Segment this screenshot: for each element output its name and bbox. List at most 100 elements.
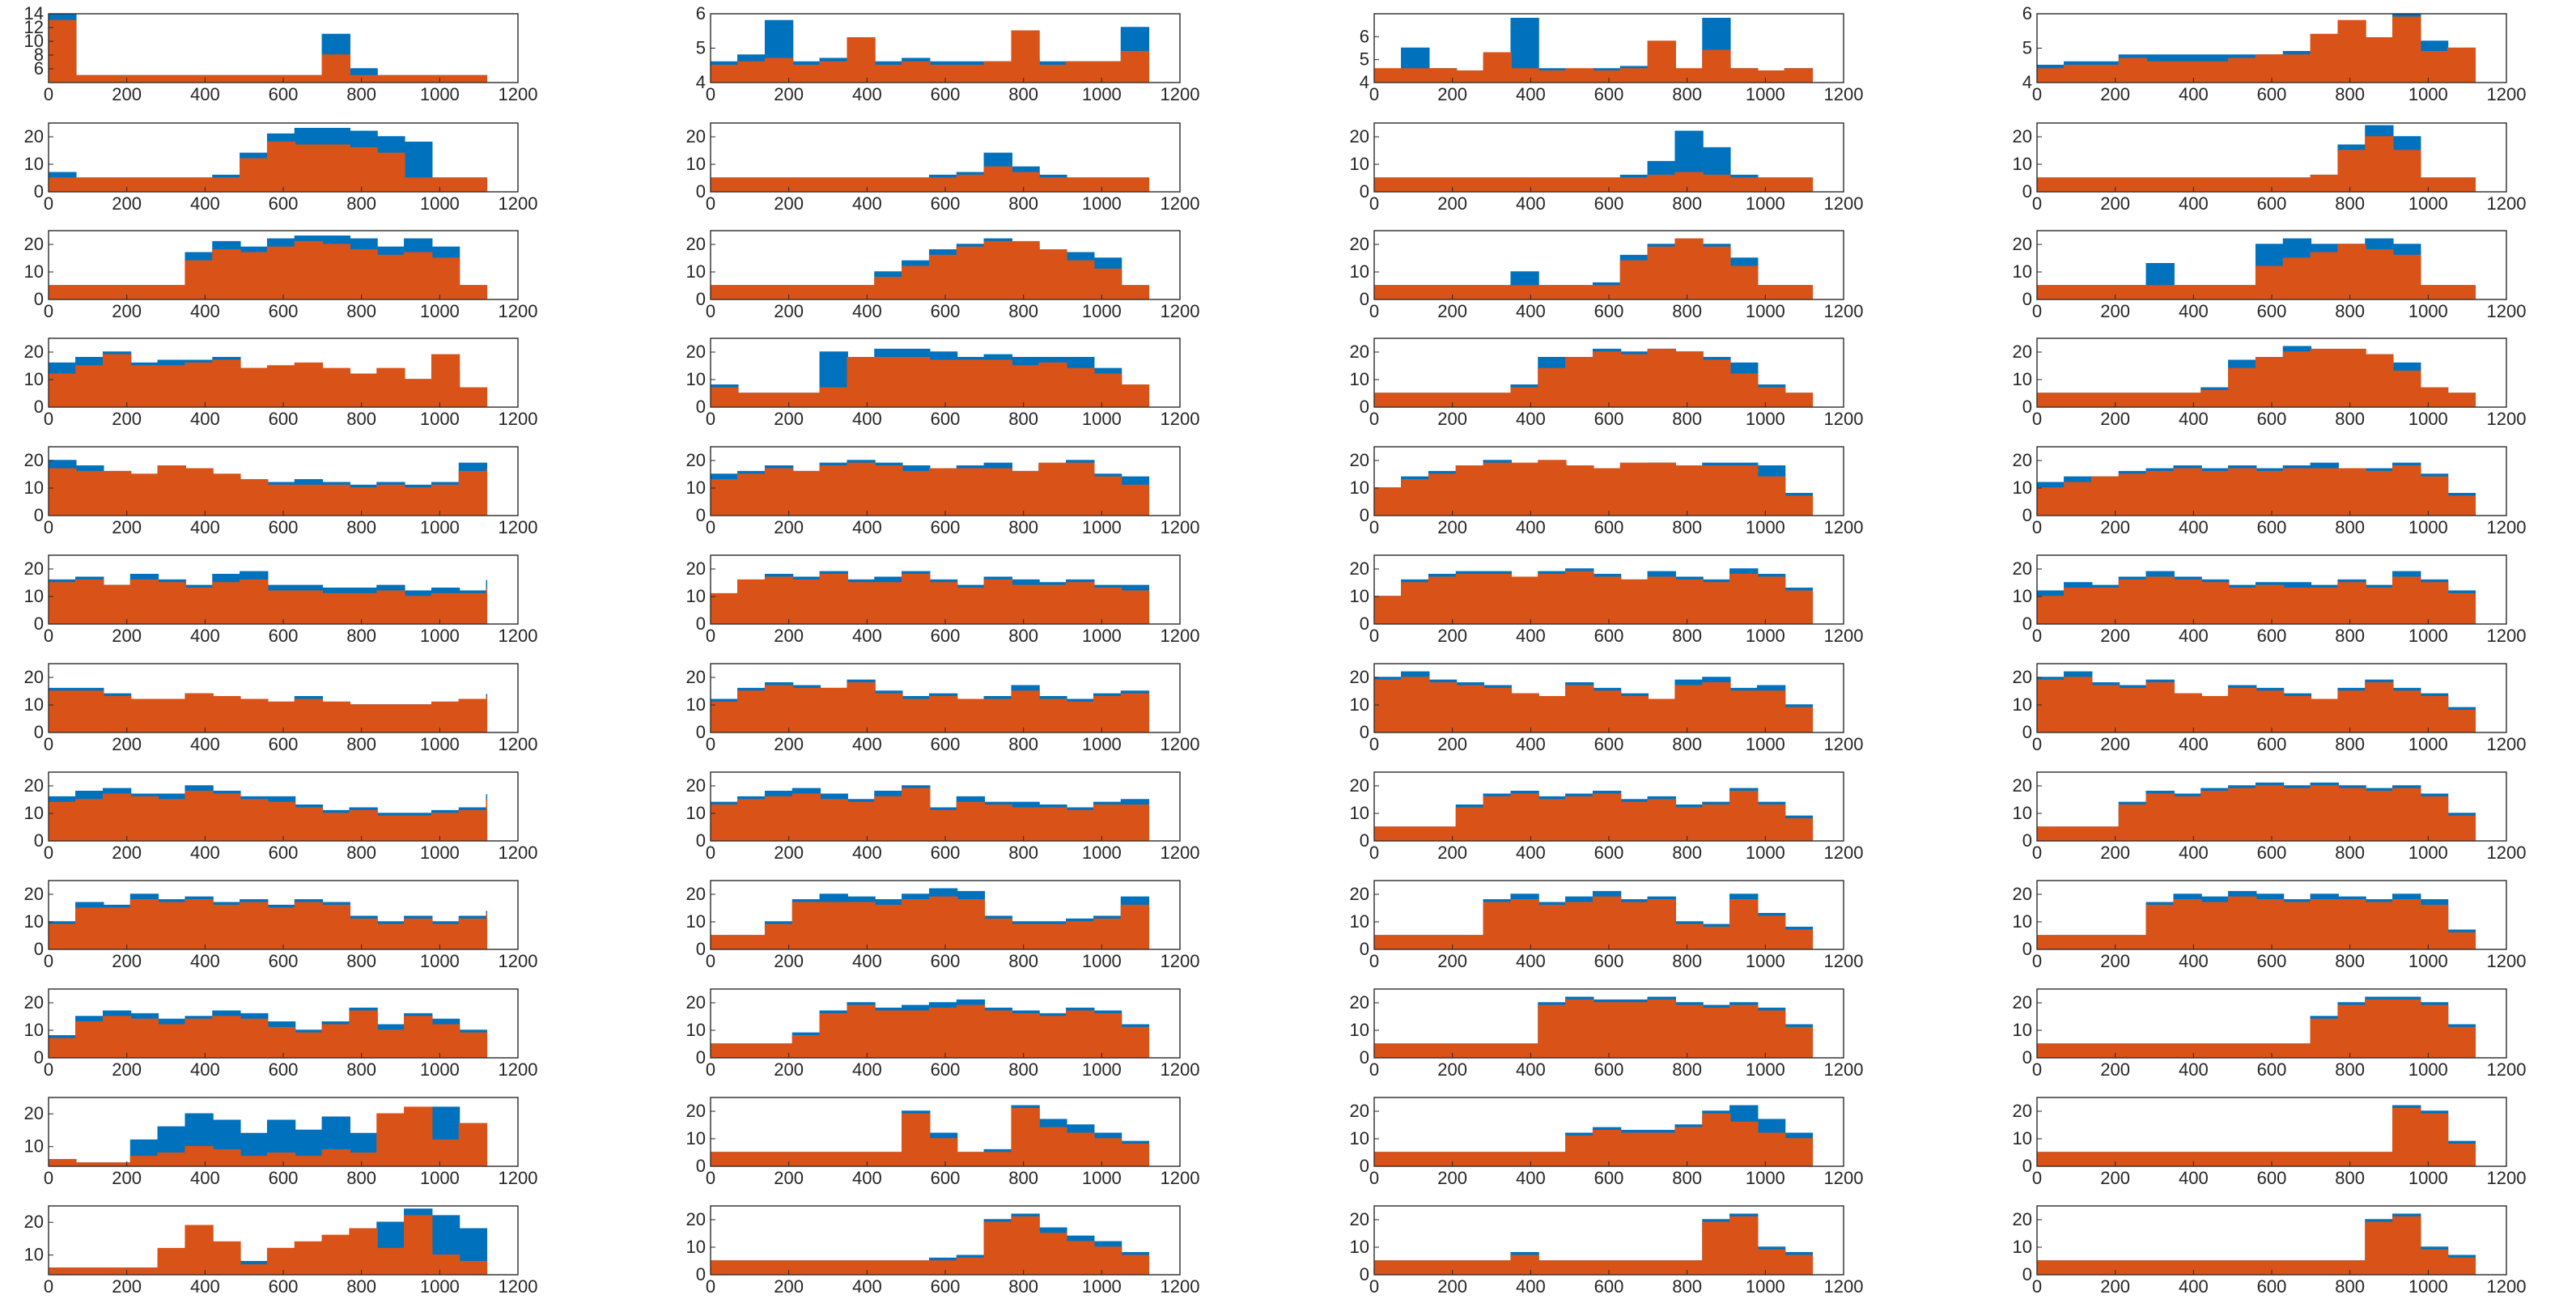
y-tick-label: 10: [24, 478, 44, 498]
y-tick-label: 20: [2013, 558, 2032, 579]
x-tick-label: 1000: [1082, 301, 1122, 321]
x-tick-label: 800: [346, 193, 376, 214]
x-tick-label: 0: [1369, 1168, 1379, 1188]
x-tick-label: 800: [1672, 1059, 1702, 1080]
x-tick-label: 600: [269, 843, 299, 863]
x-tick-label: 1000: [420, 517, 460, 537]
x-tick-label: 200: [112, 517, 142, 537]
x-tick-label: 1200: [2487, 734, 2527, 754]
y-tick-label: 10: [686, 1237, 706, 1257]
x-tick-label: 400: [1516, 409, 1546, 429]
y-tick-label: 0: [696, 1156, 706, 1176]
x-tick-label: 200: [2100, 301, 2130, 321]
series-2-area: [711, 462, 1150, 516]
y-tick-label: 0: [2022, 1047, 2032, 1068]
y-tick-label: 0: [696, 397, 706, 417]
y-tick-label: 20: [2013, 234, 2032, 254]
y-tick-label: 20: [24, 1212, 44, 1232]
x-tick-label: 800: [346, 843, 376, 863]
x-tick-label: 1200: [499, 517, 538, 537]
x-tick-label: 200: [774, 1168, 804, 1188]
y-tick-label: 20: [24, 1103, 44, 1123]
x-tick-label: 200: [112, 1276, 142, 1297]
x-tick-label: 400: [190, 193, 220, 214]
y-tick-label: 20: [1350, 1101, 1369, 1121]
x-tick-label: 400: [1516, 1276, 1546, 1297]
x-tick-label: 1000: [1082, 734, 1122, 754]
x-tick-label: 1200: [1824, 1059, 1864, 1080]
x-tick-label: 1200: [2487, 626, 2527, 646]
x-tick-label: 600: [2257, 626, 2287, 646]
y-tick-label: 0: [1360, 613, 1369, 634]
y-tick-label: 10: [2013, 1128, 2032, 1148]
x-tick-label: 600: [2257, 1276, 2287, 1297]
x-tick-label: 200: [774, 193, 804, 214]
x-tick-label: 400: [190, 1059, 220, 1080]
x-tick-label: 600: [1594, 301, 1624, 321]
x-tick-label: 0: [1369, 84, 1379, 104]
x-tick-label: 200: [2100, 517, 2130, 537]
x-tick-label: 200: [774, 301, 804, 321]
x-tick-label: 0: [1369, 1059, 1379, 1080]
x-tick-label: 0: [1369, 409, 1379, 429]
x-tick-label: 400: [190, 301, 220, 321]
x-tick-label: 600: [2257, 301, 2287, 321]
y-tick-label: 0: [2022, 613, 2032, 634]
x-tick-label: 800: [1008, 734, 1038, 754]
y-tick-label: 20: [24, 234, 44, 254]
x-tick-label: 0: [1369, 517, 1379, 537]
y-tick-label: 20: [686, 450, 706, 470]
y-tick-label: 20: [2013, 1209, 2032, 1229]
x-tick-label: 0: [44, 84, 53, 104]
x-tick-label: 600: [931, 1276, 961, 1297]
x-tick-label: 1200: [499, 84, 538, 104]
y-tick-label: 10: [686, 911, 706, 932]
x-tick-label: 600: [1594, 626, 1624, 646]
y-tick-label: 0: [2022, 939, 2032, 959]
y-tick-label: 20: [1350, 558, 1369, 579]
series-2-area: [711, 682, 1150, 732]
series-2-area: [1374, 999, 1814, 1058]
y-tick-label: 10: [2013, 478, 2032, 498]
x-tick-label: 400: [1516, 951, 1546, 971]
x-tick-label: 600: [1594, 517, 1624, 537]
x-tick-label: 800: [1672, 301, 1702, 321]
x-tick-label: 200: [1437, 1168, 1467, 1188]
x-tick-label: 400: [190, 626, 220, 646]
x-tick-label: 1200: [1824, 626, 1864, 646]
series-2-area: [1374, 348, 1814, 407]
x-tick-label: 800: [1672, 1168, 1702, 1188]
y-tick-label: 20: [24, 775, 44, 796]
y-tick-label: 10: [2013, 261, 2032, 282]
y-tick-label: 20: [686, 558, 706, 579]
x-tick-label: 200: [774, 517, 804, 537]
x-tick-label: 600: [269, 409, 299, 429]
y-tick-label: 0: [34, 939, 44, 959]
x-tick-label: 0: [2032, 301, 2042, 321]
x-tick-label: 200: [112, 951, 142, 971]
y-tick-label: 5: [696, 38, 706, 58]
x-tick-label: 800: [1008, 951, 1038, 971]
x-tick-label: 1200: [499, 193, 538, 214]
y-tick-label: 10: [1350, 154, 1369, 174]
y-tick-label: 20: [1350, 450, 1369, 470]
y-tick-label: 20: [24, 450, 44, 470]
x-tick-label: 200: [1437, 734, 1467, 754]
y-tick-label: 0: [696, 613, 706, 634]
x-tick-label: 0: [1369, 301, 1379, 321]
x-tick-label: 200: [774, 1276, 804, 1297]
x-tick-label: 200: [1437, 301, 1467, 321]
y-tick-label: 20: [2013, 667, 2032, 687]
x-tick-label: 0: [706, 84, 715, 104]
x-tick-label: 0: [2032, 951, 2042, 971]
x-tick-label: 0: [44, 1059, 53, 1080]
series-2-area: [711, 357, 1150, 407]
x-tick-label: 800: [1008, 1276, 1038, 1297]
x-tick-label: 1000: [420, 1168, 460, 1188]
